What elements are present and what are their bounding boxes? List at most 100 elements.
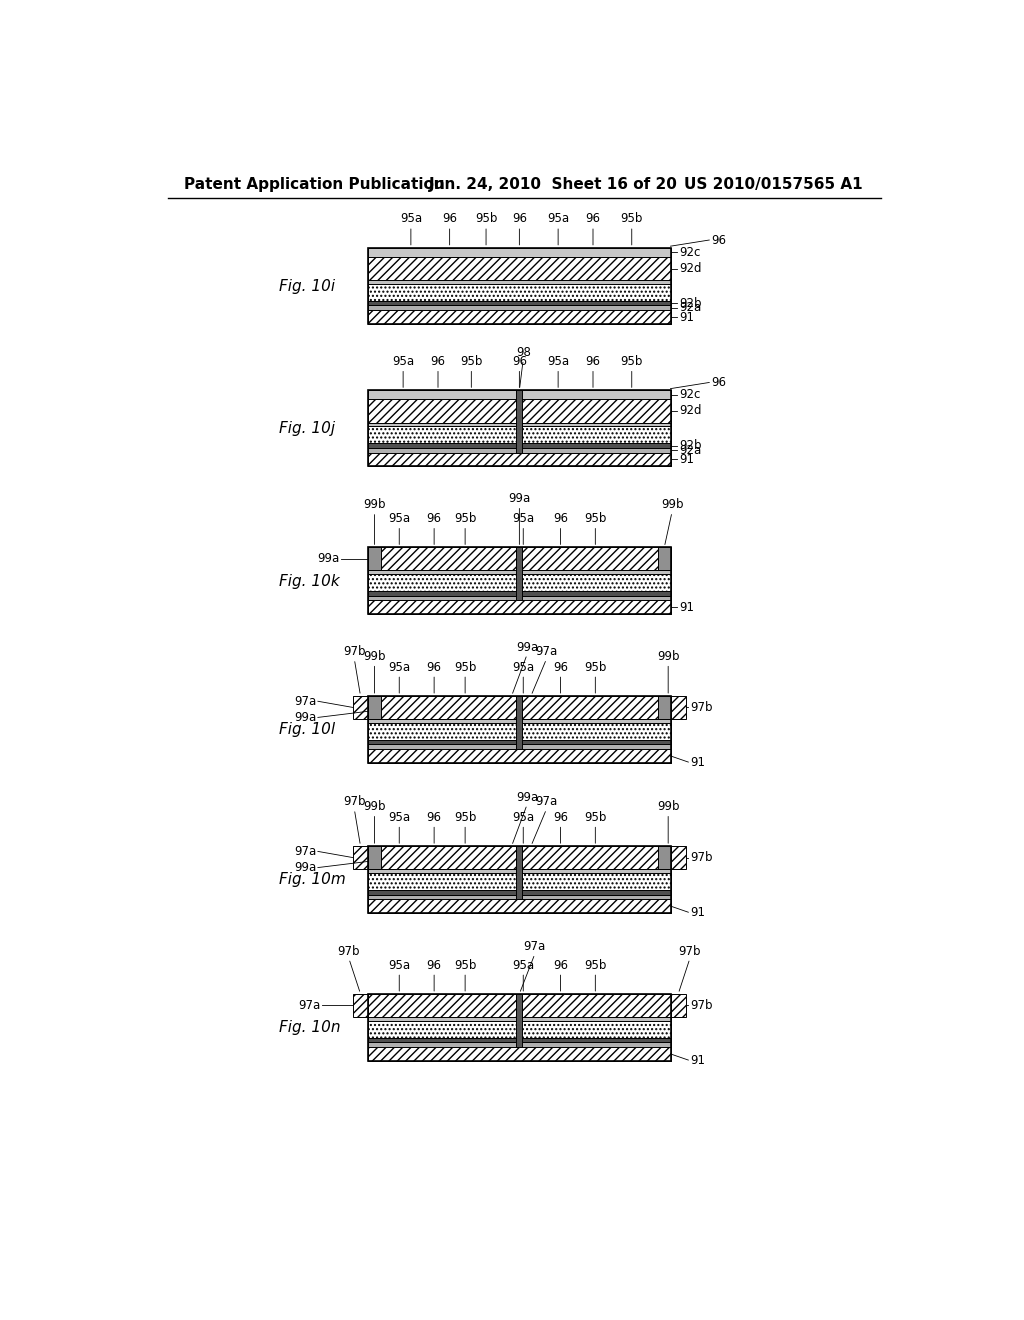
Text: 95b: 95b [460,355,482,368]
Bar [352,696,369,719]
Bar [516,696,522,748]
Bar [522,846,671,869]
Text: 95b: 95b [454,660,476,673]
Text: 91: 91 [690,1053,706,1067]
Text: 96: 96 [586,355,600,368]
Text: 95a: 95a [388,660,411,673]
Text: 96: 96 [430,355,445,368]
Text: 97a: 97a [294,694,316,708]
Text: 95b: 95b [454,810,476,824]
Bar [522,548,671,570]
Bar [369,248,671,257]
Bar [516,391,522,453]
Bar [352,846,369,869]
Text: Fig. 10k: Fig. 10k [280,574,340,589]
Text: US 2010/0157565 A1: US 2010/0157565 A1 [684,177,863,193]
Bar [369,280,671,284]
Text: 95a: 95a [388,810,411,824]
Text: 97a: 97a [523,940,546,953]
Text: 96: 96 [553,512,568,525]
Bar [369,994,671,1061]
Text: 92d: 92d [679,404,701,417]
Text: 95a: 95a [512,660,535,673]
Bar [369,601,671,614]
Text: 92d: 92d [679,261,701,275]
Bar [369,400,671,422]
Bar [369,748,671,763]
Text: 99a: 99a [294,861,316,874]
Bar [369,248,671,323]
Text: 97b: 97b [343,645,366,659]
Bar [369,1047,671,1061]
Text: 92c: 92c [679,246,700,259]
Text: 96: 96 [553,660,568,673]
Text: Fig. 10j: Fig. 10j [280,421,335,436]
Text: 95b: 95b [584,958,606,972]
Bar [369,723,671,739]
Text: 97a: 97a [536,795,558,808]
Text: 97a: 97a [298,999,321,1012]
Bar [369,719,671,723]
Bar [369,548,381,570]
Text: 95b: 95b [454,512,476,525]
Text: 95a: 95a [388,958,411,972]
Text: 95b: 95b [584,512,606,525]
Text: 97b: 97b [338,945,360,958]
Bar [369,310,671,323]
Text: 95a: 95a [392,355,414,368]
Text: 96: 96 [427,810,441,824]
Bar [369,574,671,591]
Text: 92b: 92b [679,440,701,453]
Text: 96: 96 [712,376,727,389]
Bar [369,426,671,444]
Bar [671,696,686,719]
Bar [369,895,671,899]
Bar [369,595,671,601]
Text: 95b: 95b [584,660,606,673]
Text: 95b: 95b [584,810,606,824]
Bar [369,846,671,913]
Text: 99a: 99a [294,711,316,723]
Text: 99b: 99b [364,498,386,511]
Text: 96: 96 [442,213,457,226]
Text: 97b: 97b [690,701,713,714]
Bar [369,739,671,744]
Text: 95b: 95b [475,213,498,226]
Bar [369,391,671,466]
Bar [369,453,671,466]
Bar [658,696,671,719]
Bar [369,696,381,719]
Bar [369,447,671,453]
Text: 96: 96 [553,810,568,824]
Bar [352,994,369,1016]
Text: Jun. 24, 2010  Sheet 16 of 20: Jun. 24, 2010 Sheet 16 of 20 [429,177,678,193]
Text: 96: 96 [512,213,527,226]
Text: 96: 96 [712,234,727,247]
Bar [369,305,671,310]
Text: 95a: 95a [512,958,535,972]
Bar [369,744,671,748]
Text: 96: 96 [427,512,441,525]
Bar [369,696,671,763]
Text: 98: 98 [516,346,530,359]
Text: 95a: 95a [547,355,569,368]
Text: 91: 91 [690,755,706,768]
Bar [369,548,671,614]
Bar [369,257,671,280]
Bar [671,994,686,1016]
Bar [369,899,671,913]
Bar [369,284,671,301]
Bar [369,1043,671,1047]
Text: 97b: 97b [343,795,366,808]
Text: 99a: 99a [508,492,530,506]
Bar [369,846,516,869]
Text: 92b: 92b [679,297,701,310]
Bar [369,301,671,305]
Text: 97b: 97b [690,999,713,1012]
Text: 95a: 95a [512,810,535,824]
Text: 95b: 95b [454,958,476,972]
Text: 95b: 95b [621,213,643,226]
Text: Patent Application Publication: Patent Application Publication [183,177,444,193]
Text: 99a: 99a [317,552,340,565]
Text: 91: 91 [679,453,694,466]
